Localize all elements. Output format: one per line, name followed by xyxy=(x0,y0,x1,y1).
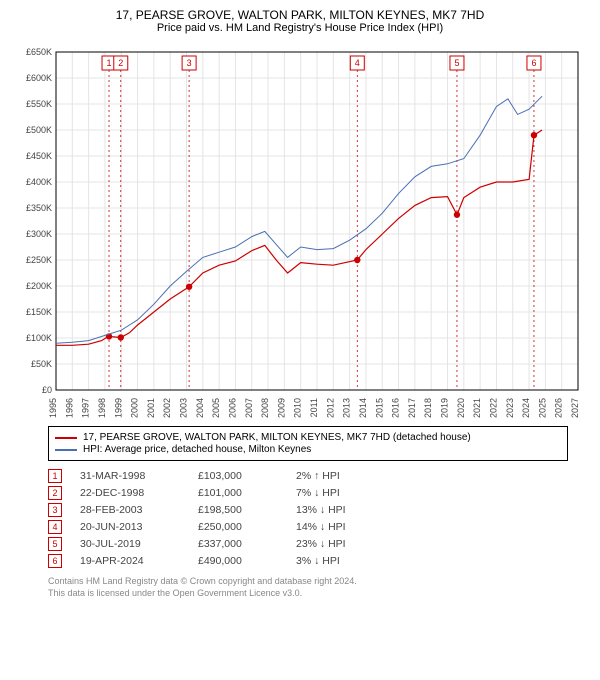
svg-text:2022: 2022 xyxy=(488,398,498,418)
sale-marker: 1 xyxy=(48,469,62,483)
price-chart: £0 £50K £100K £150K £200K £250K £300K £350K £400… xyxy=(12,40,588,420)
sale-marker: 5 xyxy=(48,537,62,551)
sale-marker: 6 xyxy=(48,554,62,568)
sale-delta: 14% ↓ HPI xyxy=(296,521,406,533)
svg-text:£500K: £500K xyxy=(26,125,52,135)
svg-text:5: 5 xyxy=(454,58,459,68)
svg-text:4: 4 xyxy=(355,58,360,68)
svg-text:2011: 2011 xyxy=(309,398,319,417)
svg-text:£250K: £250K xyxy=(26,255,52,265)
svg-text:2012: 2012 xyxy=(325,398,335,418)
svg-text:£450K: £450K xyxy=(26,151,52,161)
svg-text:2021: 2021 xyxy=(472,398,482,418)
svg-text:2003: 2003 xyxy=(179,398,189,418)
legend-item-hpi: HPI: Average price, detached house, Milt… xyxy=(55,444,561,455)
svg-text:2006: 2006 xyxy=(227,398,237,418)
svg-text:£50K: £50K xyxy=(31,359,52,369)
svg-text:2023: 2023 xyxy=(505,398,515,418)
sale-date: 30-JUL-2019 xyxy=(80,538,180,550)
sale-date: 22-DEC-1998 xyxy=(80,487,180,499)
svg-text:1997: 1997 xyxy=(81,398,91,418)
sale-date: 19-APR-2024 xyxy=(80,555,180,567)
svg-text:2015: 2015 xyxy=(374,398,384,418)
sale-date: 20-JUN-2013 xyxy=(80,521,180,533)
svg-text:2010: 2010 xyxy=(293,398,303,418)
svg-text:2013: 2013 xyxy=(342,398,352,418)
svg-text:2007: 2007 xyxy=(244,398,254,418)
legend-label: HPI: Average price, detached house, Milt… xyxy=(83,444,311,455)
svg-text:£650K: £650K xyxy=(26,47,52,57)
sale-delta: 2% ↑ HPI xyxy=(296,470,406,482)
sale-price: £103,000 xyxy=(198,470,278,482)
svg-text:£0: £0 xyxy=(42,385,52,395)
svg-text:£300K: £300K xyxy=(26,229,52,239)
svg-text:1998: 1998 xyxy=(97,398,107,418)
legend: 17, PEARSE GROVE, WALTON PARK, MILTON KE… xyxy=(48,426,568,461)
svg-text:2004: 2004 xyxy=(195,398,205,418)
sale-delta: 13% ↓ HPI xyxy=(296,504,406,516)
sale-price: £198,500 xyxy=(198,504,278,516)
legend-label: 17, PEARSE GROVE, WALTON PARK, MILTON KE… xyxy=(83,432,471,443)
svg-text:2016: 2016 xyxy=(391,398,401,418)
page-subtitle: Price paid vs. HM Land Registry's House … xyxy=(12,22,588,34)
svg-text:2: 2 xyxy=(118,58,123,68)
svg-text:£550K: £550K xyxy=(26,99,52,109)
sales-row: 6 19-APR-2024 £490,000 3% ↓ HPI xyxy=(48,554,588,568)
sales-row: 4 20-JUN-2013 £250,000 14% ↓ HPI xyxy=(48,520,588,534)
svg-text:2026: 2026 xyxy=(554,398,564,418)
legend-item-property: 17, PEARSE GROVE, WALTON PARK, MILTON KE… xyxy=(55,432,561,443)
sale-date: 31-MAR-1998 xyxy=(80,470,180,482)
sale-price: £101,000 xyxy=(198,487,278,499)
svg-text:2018: 2018 xyxy=(423,398,433,418)
svg-text:2017: 2017 xyxy=(407,398,417,418)
svg-text:3: 3 xyxy=(187,58,192,68)
svg-text:£150K: £150K xyxy=(26,307,52,317)
svg-text:£200K: £200K xyxy=(26,281,52,291)
svg-text:6: 6 xyxy=(531,58,536,68)
sale-marker: 2 xyxy=(48,486,62,500)
sale-delta: 23% ↓ HPI xyxy=(296,538,406,550)
sales-row: 2 22-DEC-1998 £101,000 7% ↓ HPI xyxy=(48,486,588,500)
svg-text:1999: 1999 xyxy=(113,398,123,418)
page-title: 17, PEARSE GROVE, WALTON PARK, MILTON KE… xyxy=(12,8,588,22)
sales-row: 5 30-JUL-2019 £337,000 23% ↓ HPI xyxy=(48,537,588,551)
svg-text:2020: 2020 xyxy=(456,398,466,418)
svg-text:2001: 2001 xyxy=(146,398,156,418)
sale-date: 28-FEB-2003 xyxy=(80,504,180,516)
svg-text:£350K: £350K xyxy=(26,203,52,213)
svg-text:£400K: £400K xyxy=(26,177,52,187)
svg-text:2025: 2025 xyxy=(537,398,547,418)
svg-text:1996: 1996 xyxy=(64,398,74,418)
sale-price: £490,000 xyxy=(198,555,278,567)
svg-text:1: 1 xyxy=(107,58,112,68)
svg-text:2009: 2009 xyxy=(276,398,286,418)
sales-row: 1 31-MAR-1998 £103,000 2% ↑ HPI xyxy=(48,469,588,483)
svg-text:2027: 2027 xyxy=(570,398,580,418)
sale-marker: 3 xyxy=(48,503,62,517)
legend-swatch xyxy=(55,437,77,439)
svg-text:2008: 2008 xyxy=(260,398,270,418)
svg-text:2014: 2014 xyxy=(358,398,368,418)
legend-swatch xyxy=(55,449,77,451)
sale-delta: 3% ↓ HPI xyxy=(296,555,406,567)
svg-text:2019: 2019 xyxy=(440,398,450,418)
svg-text:£100K: £100K xyxy=(26,333,52,343)
footer-note: Contains HM Land Registry data © Crown c… xyxy=(48,576,588,599)
sale-price: £337,000 xyxy=(198,538,278,550)
sale-delta: 7% ↓ HPI xyxy=(296,487,406,499)
svg-text:2002: 2002 xyxy=(162,398,172,418)
sale-marker: 4 xyxy=(48,520,62,534)
svg-text:£600K: £600K xyxy=(26,73,52,83)
sales-row: 3 28-FEB-2003 £198,500 13% ↓ HPI xyxy=(48,503,588,517)
sale-price: £250,000 xyxy=(198,521,278,533)
svg-text:2024: 2024 xyxy=(521,398,531,418)
footer-line: This data is licensed under the Open Gov… xyxy=(48,588,588,600)
footer-line: Contains HM Land Registry data © Crown c… xyxy=(48,576,588,588)
svg-text:2000: 2000 xyxy=(130,398,140,418)
svg-text:1995: 1995 xyxy=(48,398,58,418)
sales-table: 1 31-MAR-1998 £103,000 2% ↑ HPI 2 22-DEC-1998… xyxy=(48,469,588,568)
svg-text:2005: 2005 xyxy=(211,398,221,418)
